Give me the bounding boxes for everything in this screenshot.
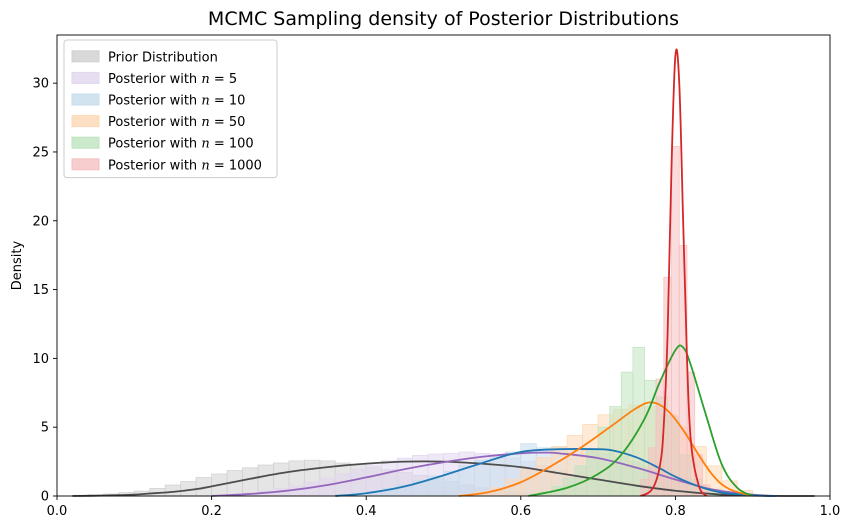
histogram-bar [319, 477, 336, 497]
histogram-bar [520, 468, 537, 497]
legend-label: Posterior with n = 10 [108, 94, 245, 109]
kde-layer [72, 48, 815, 497]
x-tick-label: 0.2 [201, 504, 222, 519]
x-tick-label: 0.0 [47, 504, 68, 519]
x-tick-label: 0.8 [665, 504, 686, 519]
kde-line-series-5 [640, 48, 708, 497]
x-axis-ticks: 0.0 0.2 0.4 0.6 0.8 1.0 [47, 496, 841, 519]
plot-frame [56, 34, 831, 497]
histogram-bar [671, 146, 680, 497]
kde-line-series-3 [458, 401, 753, 497]
legend-swatch [71, 158, 100, 171]
histogram-bar [620, 371, 634, 497]
legend-entry: Posterior with n = 100 [71, 136, 254, 152]
legend-entry: Posterior with n = 1000 [71, 158, 262, 173]
y-tick-label: 30 [32, 77, 49, 92]
legend-entry: Posterior with n = 50 [71, 115, 245, 130]
kde-line-series-4 [528, 344, 754, 497]
legend-label: Posterior with n = 5 [108, 72, 237, 87]
x-tick-label: 0.4 [356, 504, 377, 519]
y-tick-label: 25 [32, 145, 49, 160]
histogram-bar [597, 426, 611, 497]
legend-swatch [71, 71, 100, 84]
histogram-bar [678, 245, 688, 497]
legend-swatch [71, 136, 100, 149]
y-tick-label: 5 [41, 421, 49, 436]
y-tick-label: 20 [32, 214, 49, 229]
y-tick-label: 15 [32, 283, 49, 298]
y-tick-label: 10 [32, 352, 49, 367]
legend-label: Posterior with n = 100 [108, 137, 254, 152]
legend-label: Prior Distribution [108, 50, 218, 65]
kde-line-series-0 [72, 460, 815, 497]
legend-label: Posterior with n = 50 [108, 115, 245, 130]
legend-entry: Prior Distribution [71, 50, 218, 65]
legend: Prior Distribution Posterior with n = 5 Po… [63, 39, 278, 179]
histogram-bar [242, 467, 259, 497]
x-tick-label: 1.0 [820, 504, 841, 519]
legend-swatch [71, 93, 100, 106]
histogram-bar [334, 473, 352, 497]
kde-line-series-2 [335, 448, 776, 497]
legend-swatch [71, 115, 100, 128]
kde-line-series-1 [211, 451, 776, 497]
y-axis-label: Density [10, 240, 25, 290]
chart-title: MCMC Sampling density of Posterior Distr… [208, 8, 679, 30]
legend-swatch [71, 50, 100, 63]
legend-label: Posterior with n = 1000 [108, 158, 262, 173]
x-tick-label: 0.6 [510, 504, 531, 519]
histogram-bar [535, 457, 553, 497]
y-axis-ticks: 0 5 10 15 20 25 30 [32, 77, 57, 505]
legend-entry: Posterior with n = 5 [71, 71, 237, 87]
legend-entry: Posterior with n = 10 [71, 93, 245, 109]
histogram-bar [350, 468, 367, 497]
y-tick-label: 0 [41, 490, 49, 505]
legend-box [63, 39, 278, 179]
